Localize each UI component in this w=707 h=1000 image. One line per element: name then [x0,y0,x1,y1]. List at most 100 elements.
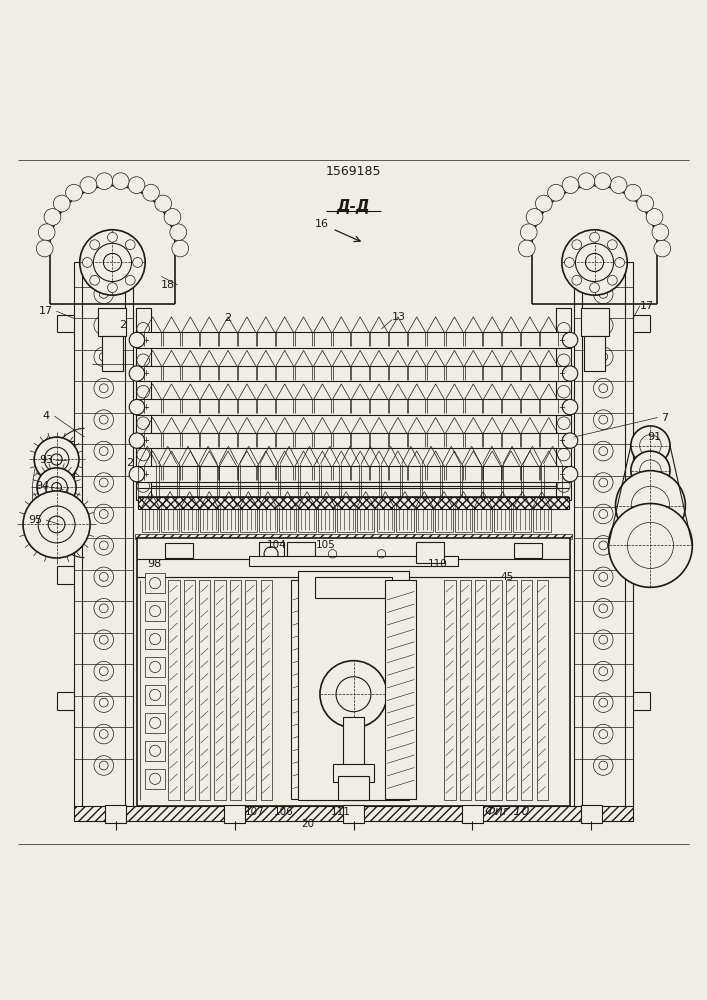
Circle shape [593,756,613,775]
Bar [332,764,375,782]
Circle shape [90,240,100,250]
Circle shape [593,473,613,492]
Bar [146,713,165,733]
Circle shape [599,321,608,330]
Circle shape [52,483,62,492]
Text: 17: 17 [640,301,654,311]
Text: 110: 110 [428,559,448,569]
Circle shape [125,240,135,250]
Text: 105: 105 [316,540,335,550]
Circle shape [572,240,582,250]
Text: +: + [559,369,565,378]
Circle shape [34,437,79,482]
Bar [102,336,123,371]
Circle shape [94,378,114,398]
Circle shape [99,761,108,770]
Circle shape [90,275,100,285]
Circle shape [593,599,613,618]
Bar [146,769,165,789]
Circle shape [562,230,627,295]
Circle shape [558,385,570,398]
Text: 106: 106 [274,807,293,817]
Bar [385,580,416,799]
Circle shape [137,323,149,335]
Circle shape [599,761,608,770]
Circle shape [66,184,82,201]
Circle shape [652,224,669,241]
Circle shape [129,399,145,415]
Circle shape [593,441,613,461]
Circle shape [558,323,570,335]
Bar [580,805,602,823]
Circle shape [137,354,149,367]
Circle shape [637,195,654,212]
Text: 91: 91 [647,432,661,442]
Circle shape [99,635,108,644]
Bar [137,538,570,806]
Text: +: + [142,336,148,345]
Bar [245,580,257,800]
Circle shape [558,417,570,429]
Circle shape [149,745,160,756]
Bar [506,580,517,800]
Circle shape [94,504,114,524]
Circle shape [593,567,613,587]
Bar [168,580,180,800]
Circle shape [646,209,663,225]
Circle shape [99,510,108,518]
Text: 13: 13 [392,312,406,322]
Bar [537,580,548,800]
Bar [137,366,570,381]
Bar [462,805,483,823]
Circle shape [99,321,108,330]
Circle shape [94,316,114,335]
Circle shape [558,480,570,492]
Circle shape [53,195,70,212]
Circle shape [45,447,69,472]
Bar [224,805,245,823]
Text: 104: 104 [267,540,286,550]
Circle shape [264,547,278,561]
Bar [249,556,458,566]
Bar [105,805,127,823]
Text: 17: 17 [39,306,53,316]
Circle shape [128,177,145,193]
Circle shape [654,240,671,257]
Circle shape [593,693,613,712]
Circle shape [558,354,570,367]
Circle shape [562,399,578,415]
Bar [573,262,582,807]
Text: 45: 45 [501,572,514,582]
Circle shape [94,347,114,367]
Text: +: + [559,403,565,412]
Bar [136,308,151,500]
Circle shape [99,572,108,581]
Circle shape [107,283,117,292]
Circle shape [38,224,55,241]
Circle shape [83,258,92,267]
Circle shape [137,480,149,492]
Circle shape [572,275,582,285]
Circle shape [599,384,608,393]
Circle shape [99,478,108,487]
Circle shape [94,630,114,650]
Circle shape [615,258,624,267]
Circle shape [94,441,114,461]
Circle shape [548,184,564,201]
Bar [146,573,165,593]
Bar [98,308,127,336]
Circle shape [99,415,108,424]
Circle shape [320,661,387,728]
Circle shape [562,366,578,381]
Circle shape [593,316,613,335]
Circle shape [631,486,670,525]
Bar [343,717,364,800]
Circle shape [48,516,65,533]
Circle shape [336,677,371,712]
Circle shape [80,230,145,295]
Bar [165,543,193,558]
Text: 7: 7 [661,413,668,423]
Circle shape [23,491,90,558]
Circle shape [599,572,608,581]
Text: +: + [559,470,565,479]
